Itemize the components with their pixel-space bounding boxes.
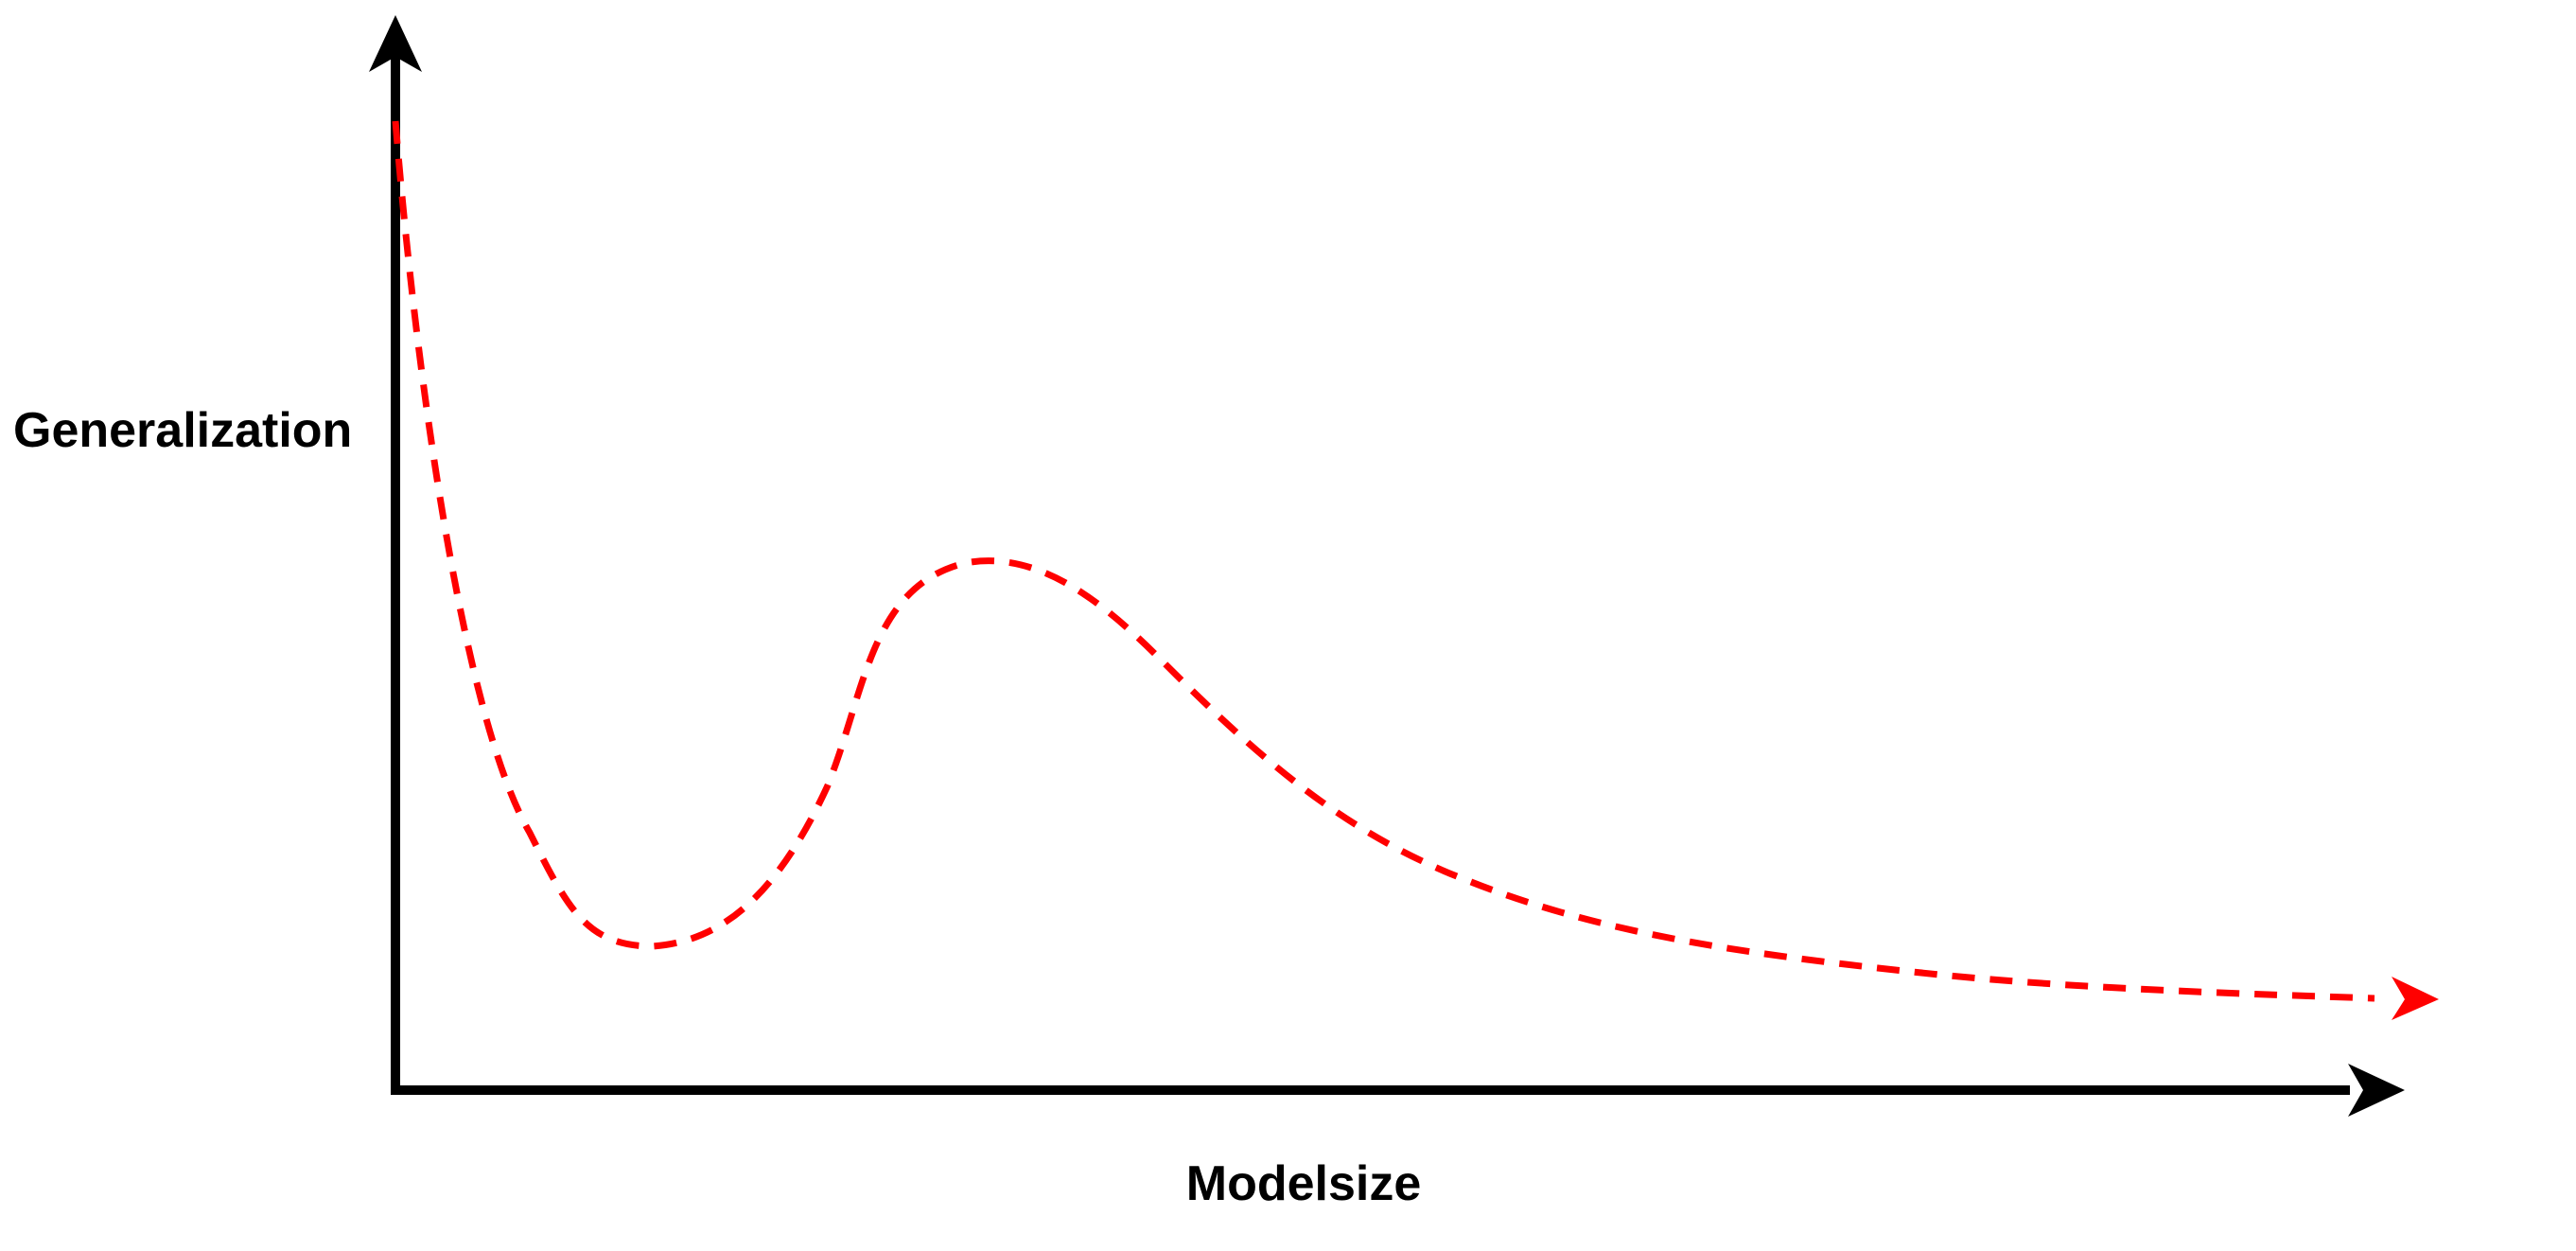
generalization-curve xyxy=(392,120,2375,1002)
x-axis-arrowhead xyxy=(2348,1064,2405,1117)
curve-arrowhead xyxy=(2392,977,2439,1020)
y-axis-label: Generalization xyxy=(13,403,352,458)
x-axis-label: Modelsize xyxy=(1186,1156,1422,1211)
y-axis-arrowhead xyxy=(369,15,422,72)
